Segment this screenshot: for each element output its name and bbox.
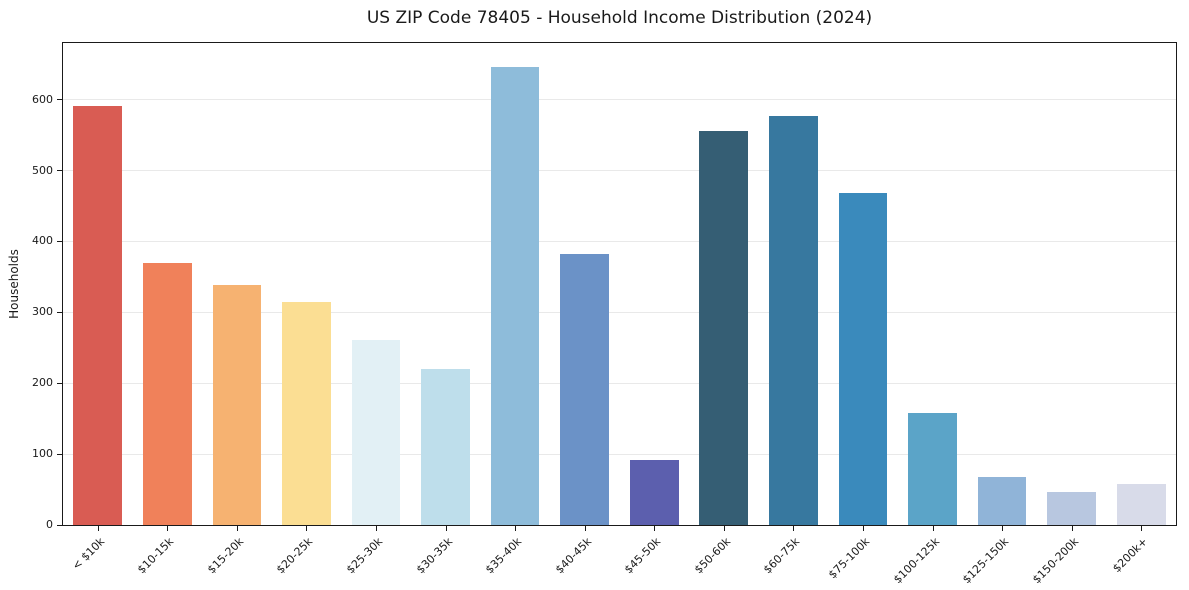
bar (490, 67, 540, 525)
y-tick-mark (57, 524, 62, 526)
bar (1047, 492, 1096, 525)
x-tick-label: < $10k (69, 535, 107, 573)
x-tick-mark (932, 526, 934, 531)
bar (73, 106, 123, 525)
y-tick-label: 200 (32, 376, 53, 390)
x-tick-mark (862, 526, 864, 531)
bar (421, 369, 470, 525)
y-tick-label: 500 (32, 163, 53, 177)
x-tick-mark (1002, 526, 1004, 531)
y-tick-mark (57, 453, 62, 455)
x-tick-mark (1141, 526, 1143, 531)
x-tick-mark (167, 526, 169, 531)
bar (282, 301, 331, 525)
x-tick-mark (1071, 526, 1073, 531)
x-tick-mark (654, 526, 656, 531)
bar (769, 116, 818, 525)
gridline (63, 382, 1176, 384)
plot-area (62, 42, 1177, 526)
y-tick-mark (57, 99, 62, 101)
gridline (63, 99, 1176, 101)
x-tick-mark (584, 526, 586, 531)
gridline (63, 170, 1176, 172)
y-tick-mark (57, 382, 62, 384)
bar (351, 340, 401, 525)
bar (908, 413, 957, 525)
bar (629, 459, 679, 525)
bar (142, 262, 192, 525)
bar (1116, 483, 1166, 525)
bar (838, 192, 888, 525)
x-tick-mark (376, 526, 378, 531)
y-tick-mark (57, 170, 62, 172)
y-tick-mark (57, 240, 62, 242)
x-tick-mark (515, 526, 517, 531)
bar (977, 476, 1027, 525)
bar (560, 253, 610, 525)
bar (699, 130, 749, 525)
chart-title: US ZIP Code 78405 - Household Income Dis… (366, 8, 873, 28)
bar (212, 284, 262, 525)
x-tick-mark (793, 526, 795, 531)
x-tick-mark (445, 526, 447, 531)
y-tick-label: 400 (32, 234, 53, 248)
y-tick-mark (57, 311, 62, 313)
gridline (63, 311, 1176, 313)
y-tick-label: 100 (32, 447, 53, 461)
x-tick-mark (723, 526, 725, 531)
gridline (63, 240, 1176, 242)
x-tick-mark (306, 526, 308, 531)
y-tick-label: 600 (32, 92, 53, 106)
x-tick-mark (236, 526, 238, 531)
x-tick-mark (97, 526, 99, 531)
y-tick-label: 0 (46, 518, 53, 531)
y-tick-label: 300 (32, 305, 53, 319)
gridline (63, 453, 1176, 455)
